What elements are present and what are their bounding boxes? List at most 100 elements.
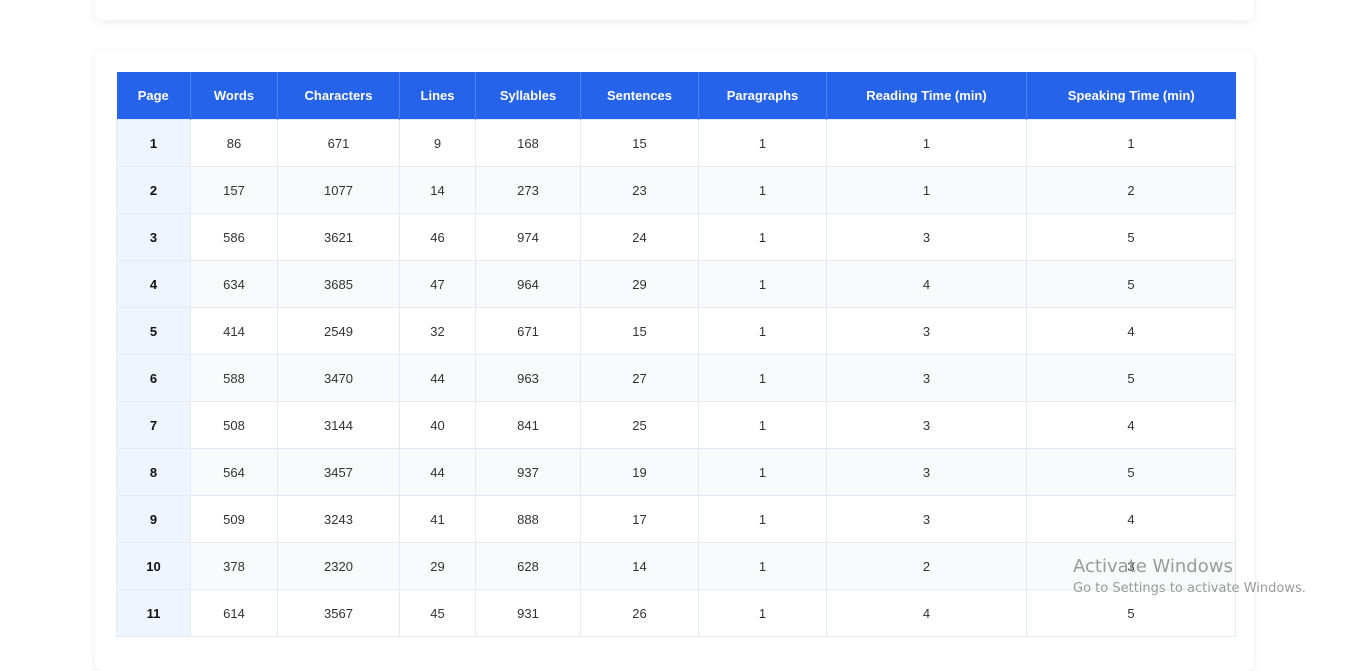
cell-lines: 47: [399, 260, 476, 308]
cell-lines: 44: [399, 354, 476, 402]
cell-sentences: 23: [580, 166, 699, 214]
cell-words: 564: [190, 448, 278, 496]
cell-paragraphs: 1: [698, 354, 827, 402]
table-row: 5 414 2549 32 671 15 1 3 4: [116, 307, 1236, 355]
cell-speaking-time: 4: [1026, 495, 1236, 543]
cell-sentences: 15: [580, 307, 699, 355]
table-row: 8 564 3457 44 937 19 1 3 5: [116, 448, 1236, 496]
cell-sentences: 26: [580, 589, 699, 637]
cell-page: 10: [116, 542, 191, 590]
cell-sentences: 15: [580, 119, 699, 167]
cell-sentences: 25: [580, 401, 699, 449]
cell-speaking-time: 5: [1026, 448, 1236, 496]
cell-page: 6: [116, 354, 191, 402]
cell-syllables: 964: [475, 260, 581, 308]
cell-words: 614: [190, 589, 278, 637]
cell-syllables: 671: [475, 307, 581, 355]
cell-characters: 2549: [277, 307, 400, 355]
table-row: 9 509 3243 41 888 17 1 3 4: [116, 495, 1236, 543]
table-row: 1 86 671 9 168 15 1 1 1: [116, 119, 1236, 167]
column-header-page: Page: [116, 72, 191, 120]
cell-lines: 46: [399, 213, 476, 261]
cell-characters: 671: [277, 119, 400, 167]
table-header-row: Page Words Characters Lines Syllables Sentenc…: [116, 72, 1236, 120]
cell-page: 4: [116, 260, 191, 308]
cell-words: 586: [190, 213, 278, 261]
cell-speaking-time: 5: [1026, 354, 1236, 402]
cell-reading-time: 3: [826, 354, 1027, 402]
cell-lines: 41: [399, 495, 476, 543]
column-header-reading-time: Reading Time (min): [826, 72, 1027, 120]
table-row: 10 378 2320 29 628 14 1 2 3: [116, 542, 1236, 590]
cell-paragraphs: 1: [698, 401, 827, 449]
cell-page: 3: [116, 213, 191, 261]
cell-page: 1: [116, 119, 191, 167]
cell-syllables: 273: [475, 166, 581, 214]
column-header-speaking-time: Speaking Time (min): [1026, 72, 1236, 120]
table-row: 3 586 3621 46 974 24 1 3 5: [116, 213, 1236, 261]
top-card: [95, 0, 1254, 20]
cell-words: 588: [190, 354, 278, 402]
cell-sentences: 14: [580, 542, 699, 590]
cell-paragraphs: 1: [698, 495, 827, 543]
cell-words: 509: [190, 495, 278, 543]
cell-characters: 1077: [277, 166, 400, 214]
cell-syllables: 841: [475, 401, 581, 449]
cell-characters: 3144: [277, 401, 400, 449]
cell-paragraphs: 1: [698, 119, 827, 167]
cell-sentences: 29: [580, 260, 699, 308]
cell-speaking-time: 2: [1026, 166, 1236, 214]
table-row: 7 508 3144 40 841 25 1 3 4: [116, 401, 1236, 449]
cell-page: 11: [116, 589, 191, 637]
cell-syllables: 168: [475, 119, 581, 167]
cell-speaking-time: 5: [1026, 260, 1236, 308]
stats-card: Page Words Characters Lines Syllables Sentenc…: [95, 51, 1254, 671]
cell-paragraphs: 1: [698, 448, 827, 496]
cell-characters: 3457: [277, 448, 400, 496]
cell-syllables: 628: [475, 542, 581, 590]
cell-speaking-time: 5: [1026, 213, 1236, 261]
cell-characters: 3470: [277, 354, 400, 402]
cell-words: 86: [190, 119, 278, 167]
cell-paragraphs: 1: [698, 542, 827, 590]
cell-words: 634: [190, 260, 278, 308]
cell-sentences: 17: [580, 495, 699, 543]
table-row: 4 634 3685 47 964 29 1 4 5: [116, 260, 1236, 308]
table-row: 6 588 3470 44 963 27 1 3 5: [116, 354, 1236, 402]
cell-lines: 45: [399, 589, 476, 637]
cell-paragraphs: 1: [698, 260, 827, 308]
cell-characters: 3621: [277, 213, 400, 261]
cell-sentences: 19: [580, 448, 699, 496]
column-header-characters: Characters: [277, 72, 400, 120]
cell-sentences: 24: [580, 213, 699, 261]
cell-speaking-time: 1: [1026, 119, 1236, 167]
cell-reading-time: 3: [826, 448, 1027, 496]
column-header-lines: Lines: [399, 72, 476, 120]
cell-speaking-time: 4: [1026, 401, 1236, 449]
cell-lines: 32: [399, 307, 476, 355]
cell-page: 8: [116, 448, 191, 496]
cell-sentences: 27: [580, 354, 699, 402]
table-row: 2 157 1077 14 273 23 1 1 2: [116, 166, 1236, 214]
cell-paragraphs: 1: [698, 307, 827, 355]
cell-reading-time: 3: [826, 213, 1027, 261]
cell-syllables: 931: [475, 589, 581, 637]
cell-lines: 9: [399, 119, 476, 167]
column-header-sentences: Sentences: [580, 72, 699, 120]
column-header-paragraphs: Paragraphs: [698, 72, 827, 120]
cell-reading-time: 2: [826, 542, 1027, 590]
cell-speaking-time: 3: [1026, 542, 1236, 590]
cell-reading-time: 3: [826, 401, 1027, 449]
stats-table-wrapper: Page Words Characters Lines Syllables Sentenc…: [116, 72, 1236, 637]
cell-words: 508: [190, 401, 278, 449]
cell-syllables: 963: [475, 354, 581, 402]
cell-syllables: 888: [475, 495, 581, 543]
cell-page: 7: [116, 401, 191, 449]
cell-lines: 29: [399, 542, 476, 590]
cell-characters: 3243: [277, 495, 400, 543]
cell-words: 378: [190, 542, 278, 590]
cell-lines: 44: [399, 448, 476, 496]
cell-reading-time: 3: [826, 307, 1027, 355]
cell-reading-time: 4: [826, 260, 1027, 308]
table-body: 1 86 671 9 168 15 1 1 1 2 157 1077 14 273 23 1 1 2 3 586 362…: [116, 119, 1236, 637]
